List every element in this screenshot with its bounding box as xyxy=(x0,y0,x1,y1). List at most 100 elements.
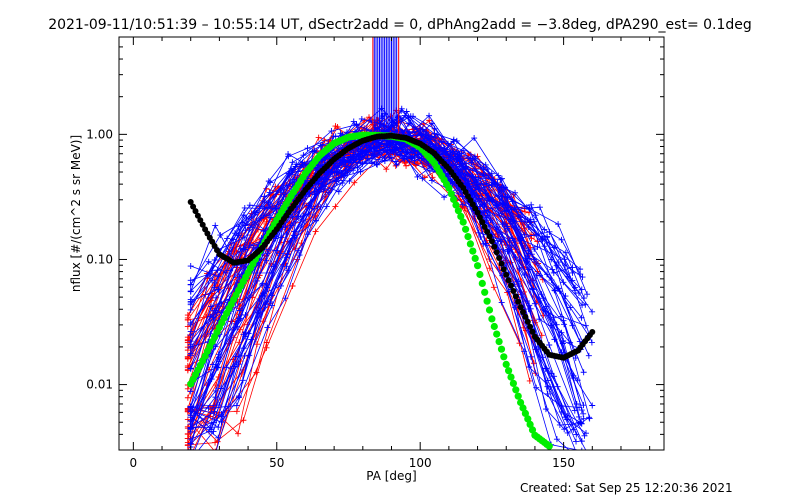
blue-plus-marker xyxy=(357,168,364,175)
black-fit-point xyxy=(194,212,201,219)
green-fit-point xyxy=(462,225,470,233)
black-fit-point xyxy=(488,238,495,245)
red-plus-marker xyxy=(184,314,191,321)
blue-plus-marker xyxy=(499,201,506,208)
blue-plus-marker xyxy=(586,414,593,421)
blue-plus-marker xyxy=(388,155,395,162)
blue-plus-marker xyxy=(581,447,583,450)
green-fit-point xyxy=(490,322,498,331)
blue-plus-marker xyxy=(580,402,587,409)
green-fit-point xyxy=(493,330,501,338)
red-plus-marker xyxy=(315,134,322,141)
blue-plus-marker xyxy=(187,332,194,339)
red-plus-marker xyxy=(334,124,341,130)
black-fit-point xyxy=(491,243,498,250)
green-fit-point xyxy=(512,386,520,394)
black-fit-point xyxy=(522,313,529,320)
y-tick-label: 1.00 xyxy=(86,127,113,141)
blue-plus-marker xyxy=(312,217,319,224)
blue-plus-marker xyxy=(524,253,531,260)
blue-plus-marker xyxy=(187,424,194,431)
blue-plus-marker xyxy=(523,204,530,211)
blue-plus-marker xyxy=(328,128,335,135)
blue-plus-marker xyxy=(282,295,289,302)
blue-plus-marker xyxy=(459,201,466,208)
created-timestamp: Created: Sat Sep 25 12:20:36 2021 xyxy=(520,481,733,495)
blue-plus-marker xyxy=(306,191,313,198)
blue-plus-marker xyxy=(560,337,567,344)
blue-plus-marker xyxy=(270,206,277,213)
y-axis-label: nflux [#/(cm^2 s sr MeV)] xyxy=(69,135,83,292)
blue-plus-marker xyxy=(265,199,272,206)
blue-plus-marker xyxy=(233,402,240,409)
blue-plus-marker xyxy=(242,227,249,234)
blue-plus-marker xyxy=(289,159,296,166)
green-fit-point xyxy=(457,212,465,220)
black-fit-point xyxy=(515,298,522,305)
blue-plus-marker xyxy=(511,304,518,311)
blue-plus-marker xyxy=(414,173,421,180)
green-fit-point xyxy=(488,315,496,323)
blue-plus-marker xyxy=(512,189,519,196)
blue-plus-marker xyxy=(578,407,585,414)
blue-plus-marker xyxy=(209,277,216,284)
blue-plus-marker xyxy=(250,244,257,251)
blue-plus-marker xyxy=(477,203,484,210)
green-fit-point xyxy=(521,409,530,417)
blue-plus-marker xyxy=(531,218,538,225)
blue-plus-marker xyxy=(501,208,508,215)
blue-plus-marker xyxy=(562,262,569,269)
black-fit-curve xyxy=(187,132,596,361)
red-plus-marker xyxy=(383,166,390,173)
blue-plus-marker xyxy=(187,350,194,357)
blue-plus-marker xyxy=(266,189,273,196)
blue-plus-marker xyxy=(245,330,252,337)
blue-plus-marker xyxy=(286,170,293,177)
blue-plus-marker xyxy=(260,212,267,219)
blue-plus-marker xyxy=(358,115,365,122)
green-fit-point xyxy=(474,262,482,270)
blue-plus-marker xyxy=(247,224,253,231)
blue-plus-marker xyxy=(582,322,589,329)
blue-plus-marker xyxy=(256,308,263,315)
blue-plus-marker xyxy=(231,363,238,370)
blue-plus-marker xyxy=(242,329,249,336)
blue-plus-marker xyxy=(426,112,433,119)
blue-plus-marker xyxy=(551,373,558,380)
black-fit-point xyxy=(192,208,199,215)
blue-plus-marker xyxy=(187,440,194,447)
blue-plus-marker xyxy=(372,153,379,160)
blue-plus-marker xyxy=(277,282,284,289)
blue-plus-marker xyxy=(538,235,545,242)
blue-plus-marker xyxy=(556,288,563,295)
blue-plus-marker xyxy=(482,161,489,168)
blue-plus-marker xyxy=(530,256,537,263)
blue-plus-marker xyxy=(479,172,486,179)
blue-plus-marker xyxy=(291,234,298,241)
green-fit-point xyxy=(495,338,503,346)
blue-plus-marker xyxy=(526,363,533,370)
blue-plus-marker xyxy=(432,134,439,141)
blue-plus-marker xyxy=(355,146,362,153)
black-fit-point xyxy=(481,223,488,230)
blue-plus-marker xyxy=(215,273,222,280)
blue-plus-marker xyxy=(398,105,405,112)
blue-plus-marker xyxy=(544,390,551,397)
blue-plus-marker xyxy=(236,307,243,314)
green-fit-point xyxy=(478,279,486,287)
green-fit-point xyxy=(502,360,510,368)
blue-plus-marker xyxy=(217,232,224,239)
red-plus-marker xyxy=(184,394,191,401)
blue-plus-marker xyxy=(569,269,576,276)
blue-plus-marker xyxy=(502,184,509,191)
y-tick-label: 0.01 xyxy=(86,378,113,392)
blue-plus-marker xyxy=(305,211,312,218)
green-fit-point xyxy=(469,247,477,255)
blue-plus-marker xyxy=(230,326,237,333)
green-fit-point xyxy=(454,207,462,215)
red-plus-marker xyxy=(272,183,279,190)
black-fit-point xyxy=(496,255,503,261)
blue-plus-marker xyxy=(187,408,194,415)
green-fit-point xyxy=(476,270,484,279)
blue-plus-marker xyxy=(289,222,296,229)
